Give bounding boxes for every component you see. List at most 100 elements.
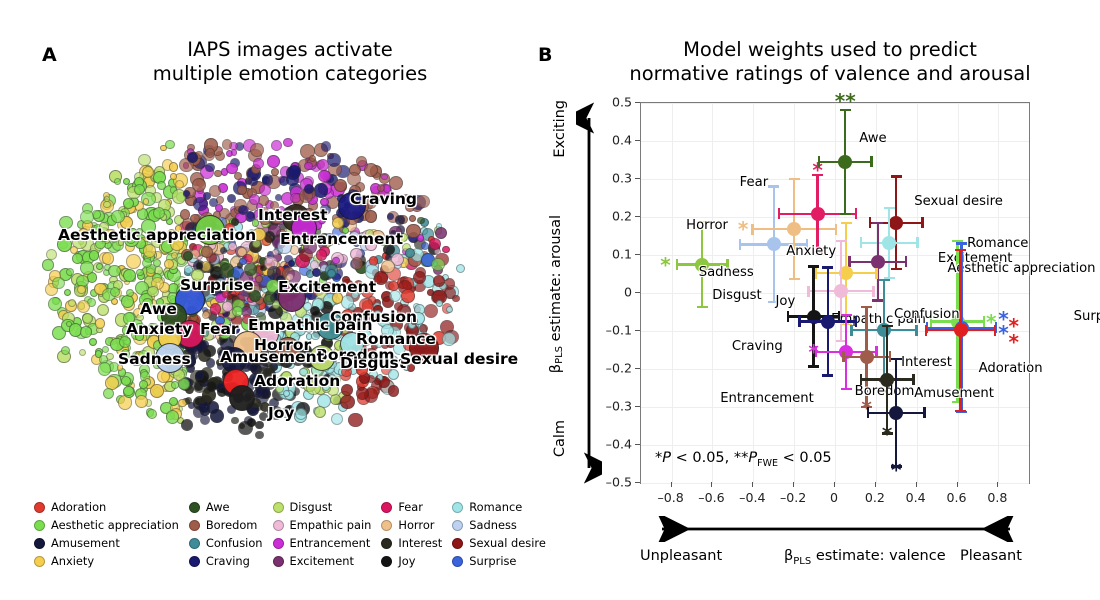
emotion-point — [88, 250, 100, 261]
legend-item-excitement[interactable]: Excitement — [272, 554, 372, 569]
data-marker-awe[interactable] — [838, 154, 853, 169]
emotion-point — [435, 300, 443, 308]
legend-label: Anxiety — [51, 553, 95, 568]
data-marker-excitement[interactable] — [870, 254, 885, 269]
significance-star-disgust: * — [660, 252, 671, 277]
errorbar-cap-top-confusion — [878, 278, 890, 282]
emotion-point — [208, 185, 221, 198]
errorbar-cap-top-boredom — [861, 305, 873, 308]
x-tickmark — [834, 482, 835, 487]
point-label-romance: Romance — [967, 235, 1029, 251]
emotion-point — [102, 252, 115, 265]
emotion-point — [96, 303, 110, 317]
cloud-label-disgust: Disgust — [340, 354, 407, 372]
legend-label: Adoration — [51, 500, 107, 514]
x-tick-label: 0.4 — [905, 490, 926, 505]
emotion-point — [69, 245, 78, 254]
legend-swatch-icon — [381, 555, 393, 567]
legend-item-fear[interactable]: Fear — [381, 500, 442, 515]
errorbar-cap-top-adoration — [955, 248, 967, 251]
legend-item-interest[interactable]: Interest — [381, 536, 442, 551]
emotion-point — [263, 231, 276, 243]
legend-item-boredom[interactable]: Boredom — [188, 518, 263, 533]
emotion-point — [61, 345, 71, 355]
valence-beta-symbol: β — [784, 548, 794, 564]
legend-label: Awe — [205, 500, 230, 514]
legend-item-horror[interactable]: Horror — [381, 518, 442, 533]
legend-item-joy[interactable]: Joy — [381, 554, 442, 569]
data-marker-horror[interactable] — [787, 222, 802, 237]
emotion-point — [79, 210, 94, 225]
legend-item-empathic-pain[interactable]: Empathic pain — [272, 518, 371, 533]
data-marker-fear[interactable] — [810, 206, 825, 221]
data-marker-romance[interactable] — [882, 235, 897, 250]
legend-item-entrancement[interactable]: Entrancement — [272, 536, 372, 551]
emotion-point — [163, 259, 174, 269]
errorbar-cap-top-entrancement — [840, 313, 852, 317]
data-marker-craving[interactable] — [820, 314, 835, 329]
emotion-point — [417, 216, 425, 225]
emotion-point — [263, 293, 275, 305]
emotion-point — [201, 310, 210, 319]
legend-item-sadness[interactable]: Sadness — [452, 518, 546, 533]
panel-a-letter: A — [42, 44, 57, 66]
errorbar-cap-right-horror — [834, 223, 838, 235]
emotion-point — [58, 215, 73, 230]
data-marker-sadness[interactable] — [766, 237, 781, 252]
emotion-point — [313, 183, 328, 198]
data-marker-empathic-pain[interactable] — [834, 284, 849, 299]
legend-item-adoration[interactable]: Adoration — [34, 500, 179, 515]
legend-item-awe[interactable]: Awe — [188, 500, 263, 515]
legend-swatch-icon — [272, 502, 284, 514]
emotion-point — [315, 249, 328, 262]
legend-item-disgust[interactable]: Disgust — [272, 500, 372, 515]
legend-item-aesthetic-appreciation[interactable]: Aesthetic appreciation — [34, 518, 179, 533]
emotion-point — [143, 244, 157, 258]
legend-item-sexual-desire[interactable]: Sexual desire — [452, 536, 546, 551]
legend-item-surprise[interactable]: Surprise — [452, 554, 546, 569]
arousal-caption-rest: estimate: arousal — [548, 215, 564, 346]
y-tickmark — [635, 140, 640, 141]
legend-item-romance[interactable]: Romance — [452, 500, 546, 515]
legend-swatch-icon — [188, 502, 200, 514]
point-label-interest: Interest — [901, 354, 952, 370]
emotion-point — [141, 165, 154, 179]
emotion-point — [103, 195, 110, 203]
errorbar-cap-top-joy — [808, 265, 820, 268]
legend-label: Horror — [398, 517, 435, 532]
legend-item-confusion[interactable]: Confusion — [188, 536, 263, 551]
emotion-point — [193, 196, 208, 211]
legend-label: Sexual desire — [469, 535, 546, 550]
emotion-point — [201, 246, 214, 258]
errorbar-cap-right-craving — [855, 316, 858, 327]
legend-item-craving[interactable]: Craving — [188, 554, 263, 569]
emotion-point — [374, 271, 388, 285]
x-tick-label: –0.4 — [739, 490, 766, 505]
emotion-point — [88, 338, 97, 347]
point-label-fear: Fear — [739, 174, 769, 190]
legend-swatch-icon — [188, 520, 200, 532]
y-tick-label: 0.5 — [611, 94, 632, 110]
data-marker-sexual-desire[interactable] — [889, 215, 904, 230]
data-marker-boredom[interactable] — [859, 349, 874, 364]
emotion-point — [427, 289, 434, 296]
legend-swatch-icon — [452, 537, 464, 549]
emotion-point — [142, 197, 150, 205]
legend-column: Disgust Empathic pain Entrancement Exciteme… — [272, 500, 372, 569]
legend-label: Amusement — [51, 535, 120, 550]
legend-item-amusement[interactable]: Amusement — [34, 536, 179, 551]
legend-label: Disgust — [289, 500, 333, 514]
legend-item-anxiety[interactable]: Anxiety — [34, 554, 179, 569]
emotion-point — [80, 326, 92, 339]
y-tickmark — [635, 330, 640, 331]
emotion-point — [409, 215, 417, 223]
data-marker-adoration[interactable] — [953, 323, 968, 338]
data-marker-amusement[interactable] — [889, 405, 904, 420]
errorbar-cap-right-fear — [855, 208, 858, 220]
data-marker-interest[interactable] — [880, 372, 895, 387]
y-tick-label: 0.3 — [611, 170, 632, 186]
cloud-label-entrancement: Entrancement — [280, 230, 403, 248]
cloud-label-joy: Joy — [268, 404, 295, 422]
gridline-horizontal — [641, 179, 1029, 180]
valence-caption-rest: estimate: valence — [811, 548, 946, 564]
